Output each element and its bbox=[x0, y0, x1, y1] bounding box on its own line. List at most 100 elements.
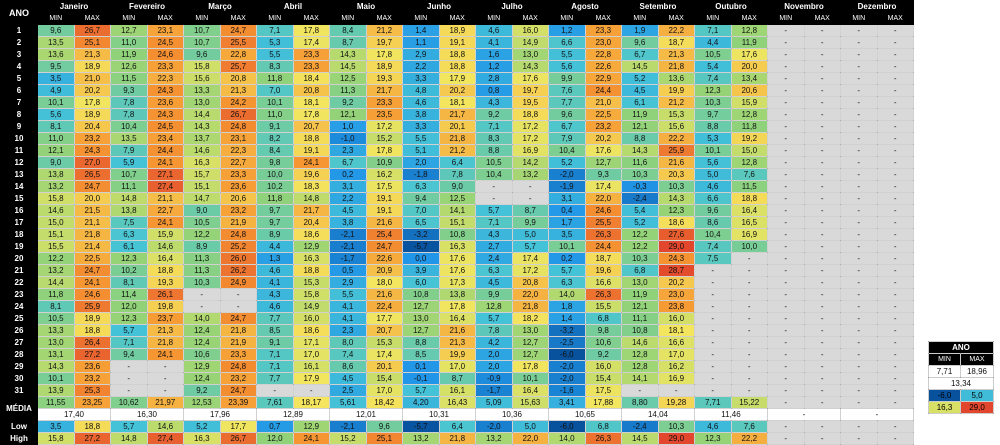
temp-cell[interactable]: - bbox=[767, 168, 805, 181]
media-cell[interactable]: 18,17 bbox=[292, 396, 330, 409]
temp-cell[interactable]: 20,2 bbox=[657, 276, 695, 289]
temp-cell[interactable]: - bbox=[840, 144, 878, 157]
temp-cell[interactable]: 11,8 bbox=[256, 72, 294, 85]
temp-cell[interactable]: - bbox=[767, 336, 805, 349]
temp-cell[interactable]: 10,8 bbox=[402, 288, 440, 301]
temp-cell[interactable]: 21,6 bbox=[657, 156, 695, 169]
temp-cell[interactable]: 23,1 bbox=[219, 132, 257, 145]
temp-cell[interactable]: - bbox=[840, 156, 878, 169]
temp-cell[interactable]: 11,4 bbox=[110, 288, 148, 301]
temp-cell[interactable]: - bbox=[840, 336, 878, 349]
temp-cell[interactable]: 5,3 bbox=[694, 132, 732, 145]
temp-cell[interactable]: 19,5 bbox=[511, 96, 549, 109]
temp-cell[interactable]: - bbox=[840, 216, 878, 229]
temp-cell[interactable]: 3,1 bbox=[548, 192, 586, 205]
temp-cell[interactable]: - bbox=[876, 120, 914, 133]
temp-cell[interactable]: 26,1 bbox=[146, 288, 184, 301]
temp-cell[interactable]: 12,1 bbox=[621, 300, 659, 313]
temp-cell[interactable]: 23,0 bbox=[657, 288, 695, 301]
temp-cell[interactable]: -2,4 bbox=[621, 192, 659, 205]
low-cell[interactable]: 5,7 bbox=[110, 420, 148, 433]
temp-cell[interactable]: 19,9 bbox=[438, 348, 476, 361]
temp-cell[interactable]: 10,0 bbox=[730, 240, 768, 253]
temp-cell[interactable]: 20,3 bbox=[657, 168, 695, 181]
temp-cell[interactable]: 14,6 bbox=[621, 336, 659, 349]
temp-cell[interactable]: 12,3 bbox=[110, 252, 148, 265]
temp-cell[interactable]: 25,5 bbox=[219, 36, 257, 49]
high-cell[interactable]: 21,8 bbox=[438, 432, 476, 445]
temp-cell[interactable]: - bbox=[767, 360, 805, 373]
temp-cell[interactable]: 5,1 bbox=[402, 144, 440, 157]
temp-cell[interactable]: -3,2 bbox=[402, 228, 440, 241]
temp-cell[interactable]: 12,1 bbox=[621, 120, 659, 133]
temp-cell[interactable]: 4,1 bbox=[475, 36, 513, 49]
temp-cell[interactable]: 22,7 bbox=[219, 156, 257, 169]
temp-cell[interactable]: - bbox=[146, 360, 184, 373]
temp-cell[interactable]: 13,2 bbox=[37, 180, 75, 193]
temp-cell[interactable]: - bbox=[803, 144, 841, 157]
temp-cell[interactable]: - bbox=[876, 108, 914, 121]
temp-cell[interactable]: 16,4 bbox=[511, 384, 549, 397]
temp-cell[interactable]: 20,0 bbox=[73, 192, 111, 205]
temp-cell[interactable]: - bbox=[876, 60, 914, 73]
temp-cell[interactable]: 26,4 bbox=[73, 336, 111, 349]
temp-cell[interactable]: 22,7 bbox=[146, 204, 184, 217]
temp-cell[interactable]: - bbox=[803, 228, 841, 241]
temp-cell[interactable]: 6,3 bbox=[402, 180, 440, 193]
temp-cell[interactable]: 24,3 bbox=[146, 108, 184, 121]
temp-cell[interactable]: 5,7 bbox=[548, 264, 586, 277]
temp-cell[interactable]: 27,0 bbox=[73, 156, 111, 169]
temp-cell[interactable]: 21,8 bbox=[657, 60, 695, 73]
temp-cell[interactable]: 21,2 bbox=[365, 24, 403, 37]
year-low-min[interactable]: -6,0 bbox=[928, 389, 961, 402]
temp-cell[interactable]: - bbox=[803, 384, 841, 397]
temp-cell[interactable]: 11,8 bbox=[37, 288, 75, 301]
temp-cell[interactable]: 11,0 bbox=[37, 132, 75, 145]
temp-cell[interactable]: 23,3 bbox=[292, 60, 330, 73]
temp-cell[interactable]: 12,7 bbox=[584, 156, 622, 169]
temp-cell[interactable]: 22,8 bbox=[219, 48, 257, 61]
temp-cell[interactable]: 6,8 bbox=[584, 312, 622, 325]
high-cell[interactable]: - bbox=[803, 432, 841, 445]
temp-cell[interactable]: 21,8 bbox=[73, 228, 111, 241]
temp-cell[interactable]: 16,3 bbox=[292, 252, 330, 265]
temp-cell[interactable]: 27,1 bbox=[146, 168, 184, 181]
temp-cell[interactable]: - bbox=[475, 192, 513, 205]
temp-cell[interactable]: 21,1 bbox=[146, 192, 184, 205]
temp-cell[interactable]: 16,1 bbox=[292, 360, 330, 373]
temp-cell[interactable]: 18,1 bbox=[292, 96, 330, 109]
temp-cell[interactable]: - bbox=[840, 372, 878, 385]
low-cell[interactable]: 12,9 bbox=[292, 420, 330, 433]
year-media-min[interactable]: 7,71 bbox=[928, 365, 961, 378]
temp-cell[interactable]: 21,3 bbox=[219, 84, 257, 97]
temp-cell[interactable]: 4,6 bbox=[402, 96, 440, 109]
low-cell[interactable]: -2,4 bbox=[621, 420, 659, 433]
temp-cell[interactable]: 24,2 bbox=[219, 96, 257, 109]
temp-cell[interactable]: 24,5 bbox=[146, 120, 184, 133]
temp-cell[interactable]: - bbox=[694, 336, 732, 349]
temp-cell[interactable]: 21,3 bbox=[146, 324, 184, 337]
temp-cell[interactable]: 2,7 bbox=[475, 240, 513, 253]
high-cell[interactable]: 14,5 bbox=[621, 432, 659, 445]
temp-cell[interactable]: 8,4 bbox=[329, 24, 367, 37]
temp-cell[interactable]: 10,1 bbox=[694, 144, 732, 157]
temp-cell[interactable]: - bbox=[876, 48, 914, 61]
temp-cell[interactable]: - bbox=[803, 288, 841, 301]
temp-cell[interactable]: - bbox=[730, 252, 768, 265]
temp-cell[interactable]: 21,3 bbox=[438, 336, 476, 349]
temp-cell[interactable]: 8,4 bbox=[256, 144, 294, 157]
temp-cell[interactable]: - bbox=[730, 300, 768, 313]
temp-cell[interactable]: 21,4 bbox=[73, 240, 111, 253]
temp-cell[interactable]: 20,1 bbox=[438, 120, 476, 133]
temp-cell[interactable]: 15,5 bbox=[37, 240, 75, 253]
temp-cell[interactable]: 12,0 bbox=[110, 300, 148, 313]
temp-cell[interactable]: 17,5 bbox=[365, 180, 403, 193]
temp-cell[interactable]: - bbox=[876, 36, 914, 49]
temp-cell[interactable]: - bbox=[694, 348, 732, 361]
temp-cell[interactable]: 18,0 bbox=[365, 276, 403, 289]
temp-cell[interactable]: 10,5 bbox=[183, 216, 221, 229]
temp-cell[interactable]: 11,6 bbox=[621, 156, 659, 169]
temp-cell[interactable]: 13,0 bbox=[621, 276, 659, 289]
temp-cell[interactable]: 24,1 bbox=[292, 156, 330, 169]
temp-cell[interactable]: 10,3 bbox=[621, 252, 659, 265]
